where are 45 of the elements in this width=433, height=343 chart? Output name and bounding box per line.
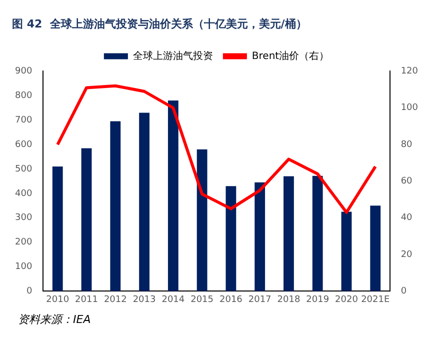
y-tick-label: 100 (14, 262, 32, 272)
y-tick-label: 0 (26, 286, 32, 297)
x-tick-label: 2021E (361, 294, 390, 305)
y2-tick-label: 100 (400, 103, 418, 114)
y2-tick-label: 40 (400, 213, 413, 224)
x-tick-label: 2011 (75, 294, 98, 305)
chart-title: 图 42 全球上游油气投资与油价关系（十亿美元，美元/桶） (12, 17, 307, 30)
y2-tick-label: 60 (400, 176, 413, 187)
y-tick-label: 300 (14, 213, 32, 224)
y-tick-label: 400 (14, 188, 32, 199)
y2-tick-label: 0 (400, 286, 407, 297)
bar (196, 149, 208, 292)
bar (370, 206, 381, 292)
bar (110, 121, 121, 292)
bar (81, 148, 92, 292)
y-tick-label: 800 (14, 90, 32, 101)
y2-tick-label: 120 (400, 66, 418, 77)
y-tick-label: 900 (14, 66, 32, 77)
x-tick-label: 2017 (248, 294, 272, 305)
bar (139, 112, 150, 292)
x-tick-label: 2020 (335, 294, 358, 305)
x-tick-label: 2018 (277, 294, 300, 305)
y-tick-label: 600 (14, 140, 32, 150)
x-tick-label: 2015 (190, 294, 214, 305)
bar (52, 166, 63, 292)
bar (226, 186, 236, 292)
bar (312, 176, 323, 292)
bar (254, 182, 266, 292)
legend-label: Brent油价（右） (252, 50, 330, 62)
x-tick-label: 2013 (132, 294, 156, 305)
x-tick-label: 2014 (162, 294, 185, 305)
text: 资料来源：IEA (17, 312, 92, 327)
y-tick-label: 700 (14, 115, 32, 126)
y-tick-label: 200 (14, 238, 32, 248)
y2-tick-label: 80 (400, 140, 413, 150)
legend-label: 全球上游油气投资 (132, 50, 213, 62)
x-tick-label: 2016 (219, 294, 243, 305)
y2-tick-label: 20 (400, 250, 413, 260)
bar (341, 212, 352, 292)
bar (168, 100, 178, 292)
y-tick-label: 500 (14, 164, 32, 174)
x-tick-label: 2019 (306, 294, 330, 305)
x-tick-label: 2012 (104, 294, 127, 305)
x-tick-label: 2010 (46, 294, 70, 305)
bar (284, 176, 294, 292)
